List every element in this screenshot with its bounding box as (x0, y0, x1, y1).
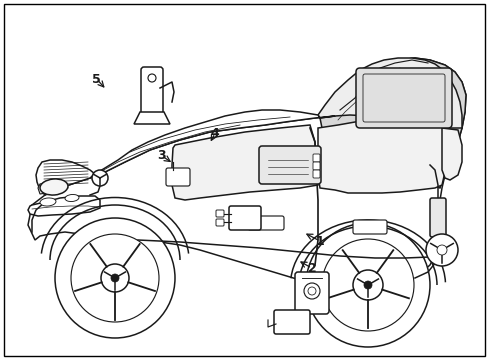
Circle shape (352, 270, 382, 300)
Circle shape (305, 223, 429, 347)
Polygon shape (441, 128, 461, 180)
Circle shape (363, 281, 371, 289)
Circle shape (101, 264, 129, 292)
Text: 2: 2 (307, 262, 316, 275)
Ellipse shape (65, 194, 79, 202)
Circle shape (307, 287, 315, 295)
Circle shape (71, 234, 159, 322)
Text: 3: 3 (157, 149, 165, 162)
FancyBboxPatch shape (141, 67, 163, 115)
Polygon shape (317, 115, 447, 193)
Polygon shape (36, 160, 95, 195)
FancyBboxPatch shape (312, 162, 319, 170)
Circle shape (425, 234, 457, 266)
Circle shape (321, 239, 413, 331)
Circle shape (148, 74, 156, 82)
Ellipse shape (40, 198, 56, 206)
FancyBboxPatch shape (355, 68, 451, 128)
Polygon shape (90, 110, 334, 178)
FancyBboxPatch shape (247, 216, 284, 230)
Polygon shape (317, 58, 465, 188)
FancyBboxPatch shape (228, 206, 261, 230)
Polygon shape (28, 196, 100, 216)
FancyBboxPatch shape (216, 219, 224, 226)
Polygon shape (317, 58, 461, 128)
Polygon shape (172, 125, 317, 200)
Polygon shape (134, 112, 170, 124)
Text: 5: 5 (92, 73, 101, 86)
FancyBboxPatch shape (273, 310, 309, 334)
FancyBboxPatch shape (259, 146, 320, 184)
FancyBboxPatch shape (312, 170, 319, 178)
FancyBboxPatch shape (352, 220, 386, 234)
FancyBboxPatch shape (429, 198, 445, 237)
Circle shape (111, 274, 119, 282)
FancyBboxPatch shape (312, 154, 319, 162)
FancyBboxPatch shape (294, 272, 328, 314)
Circle shape (92, 170, 108, 186)
Circle shape (436, 245, 446, 255)
Text: 4: 4 (210, 127, 219, 140)
Polygon shape (38, 180, 68, 194)
Polygon shape (28, 58, 465, 287)
Text: 1: 1 (315, 235, 324, 248)
Ellipse shape (40, 179, 68, 195)
FancyBboxPatch shape (216, 210, 224, 217)
FancyBboxPatch shape (165, 168, 190, 186)
Circle shape (55, 218, 175, 338)
Circle shape (304, 283, 319, 299)
